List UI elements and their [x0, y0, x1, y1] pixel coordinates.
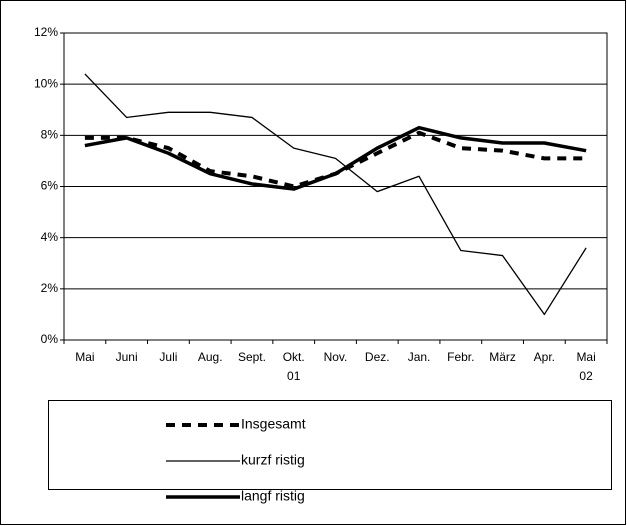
x-tick-label: Jan.: [407, 350, 431, 364]
series-line: [84, 125, 587, 191]
x-tick-label: März: [489, 350, 516, 364]
y-tick-label: 10%: [34, 76, 58, 90]
x-tick-label: Dez.: [364, 350, 390, 364]
x-tick-label: Mai: [75, 350, 95, 364]
plot-area: [63, 32, 608, 341]
y-tick-label: 4%: [41, 230, 59, 244]
x-tick-label: Aug.: [197, 350, 223, 364]
series-line: [84, 73, 587, 316]
y-tick-label: 12%: [34, 25, 58, 39]
x-tick-label: Sept.: [237, 350, 266, 364]
x-tick-label: Nov.: [323, 350, 348, 364]
legend-label: langf ristig: [241, 488, 305, 504]
series-line: [84, 130, 587, 189]
x-tick-label: Febr.: [447, 350, 475, 364]
x-tick-label: Mai 02: [576, 350, 596, 383]
x-tick-label: Juli: [159, 350, 178, 364]
legend-box: [48, 400, 612, 490]
y-tick-label: 0%: [41, 332, 59, 346]
x-tick-label: Juni: [115, 350, 138, 364]
y-tick-label: 2%: [41, 281, 59, 295]
legend-label: kurzf ristig: [241, 452, 305, 468]
legend-label: Insgesamt: [241, 416, 306, 432]
y-tick-label: 6%: [41, 179, 59, 193]
x-tick-label: Okt. 01: [282, 350, 305, 383]
y-tick-label: 8%: [41, 128, 59, 142]
x-tick-label: Apr.: [533, 350, 556, 364]
